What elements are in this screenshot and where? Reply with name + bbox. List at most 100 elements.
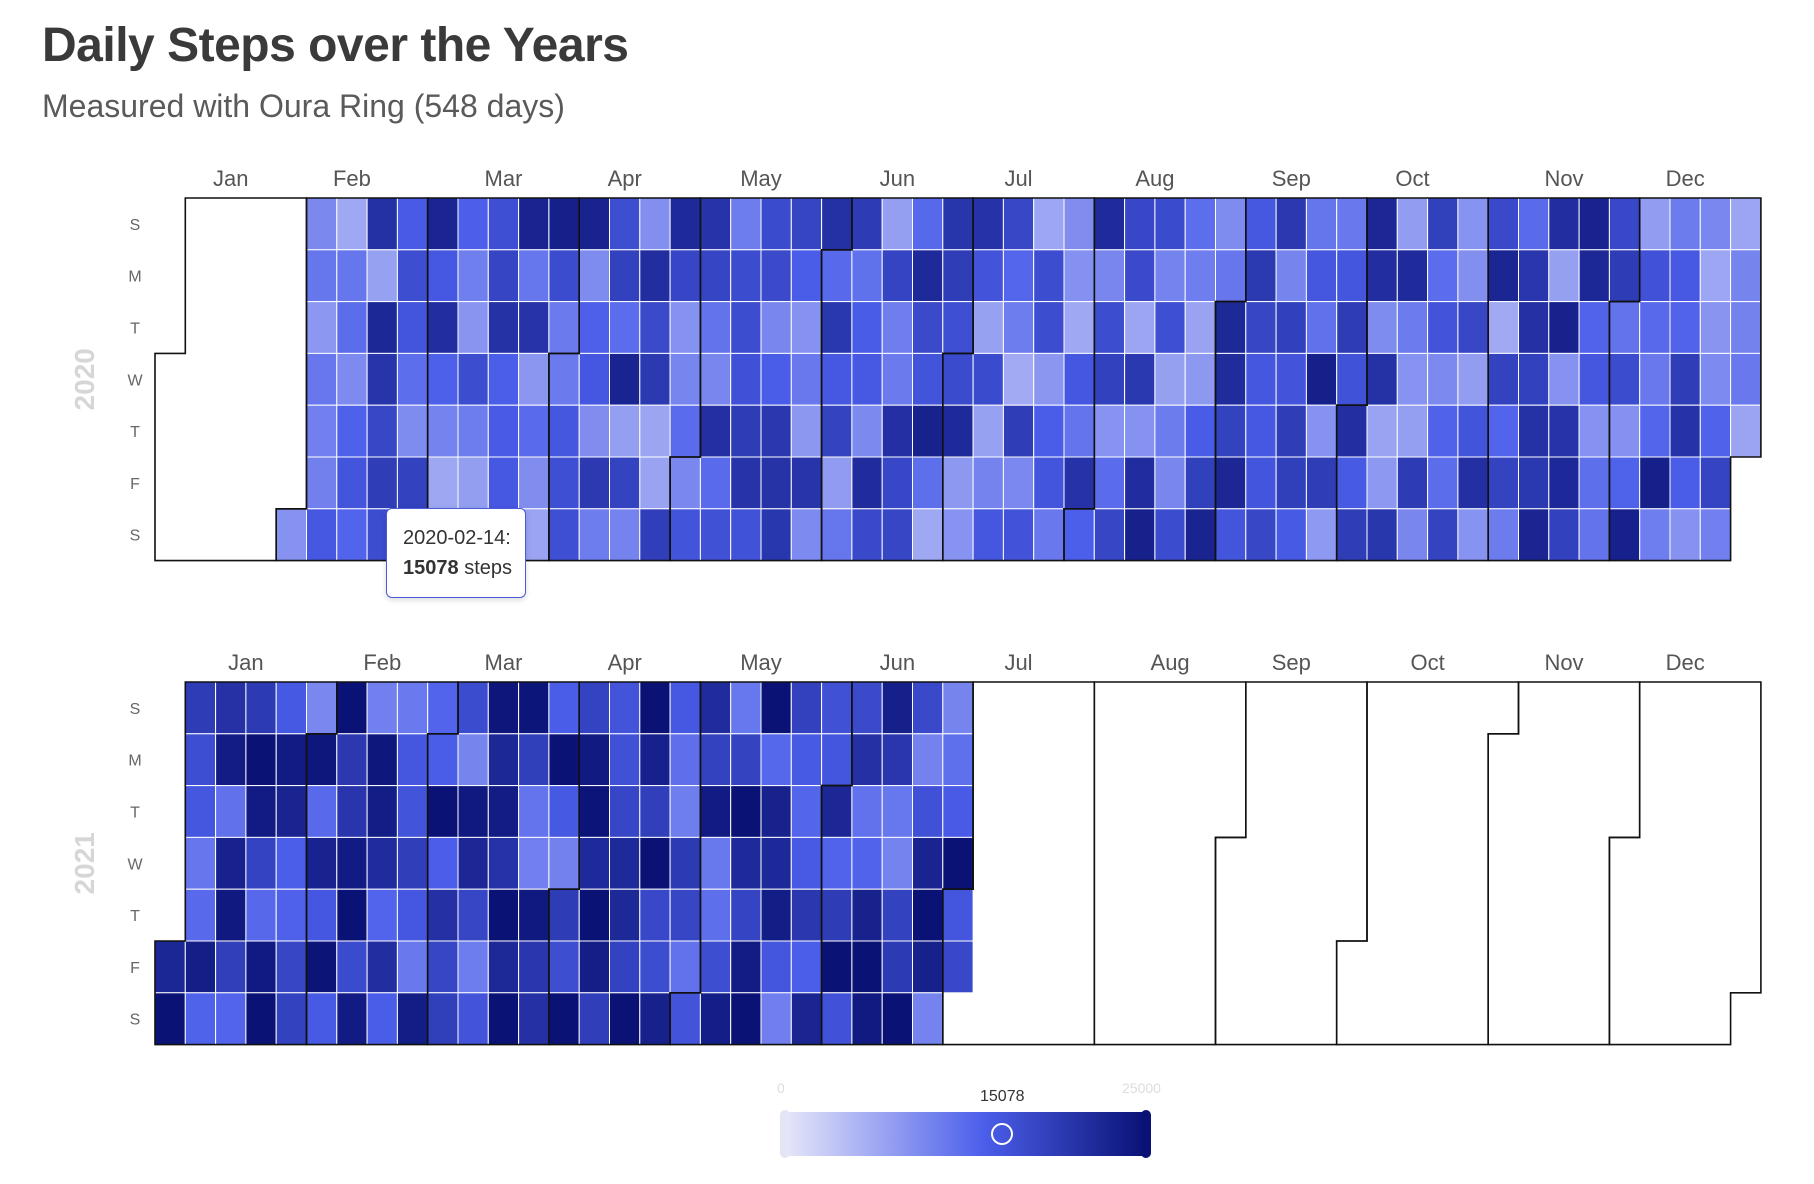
day-cell[interactable]: 2020-12-04: 13358 steps: [1608, 456, 1641, 510]
day-cell[interactable]: 2021-06-17: 17840 steps: [881, 888, 914, 942]
day-cell[interactable]: 2020-04-25: 18499 steps: [639, 508, 671, 562]
day-cell[interactable]: 2020-06-04: 17790 steps: [821, 404, 853, 458]
day-cell[interactable]: 2021-05-02: 21258 steps: [699, 681, 732, 735]
day-cell[interactable]: 2020-03-29: 22920 steps: [548, 197, 580, 251]
day-cell[interactable]: 2021-07-02: 16939 steps: [942, 940, 974, 994]
day-cell[interactable]: 2021-02-02: 12632 steps: [306, 785, 338, 838]
day-cell[interactable]: 2021-02-03: 22545 steps: [306, 836, 338, 890]
day-cell[interactable]: 2021-06-18: 19058 steps: [881, 940, 914, 994]
day-cell[interactable]: 2020-12-01: 11595 steps: [1608, 301, 1641, 354]
day-cell[interactable]: 2021-01-17: 19086 steps: [245, 681, 277, 735]
day-cell[interactable]: 2020-04-01: 10867 steps: [548, 352, 580, 406]
day-cell[interactable]: 2021-01-26: 22299 steps: [275, 785, 308, 838]
day-cell[interactable]: 2021-04-20: 18292 steps: [639, 785, 671, 838]
day-cell[interactable]: 2020-05-08: 12457 steps: [699, 456, 732, 510]
day-cell[interactable]: 2020-11-20: 21530 steps: [1548, 456, 1580, 510]
day-cell[interactable]: 2021-01-15: 18293 steps: [215, 940, 247, 994]
day-cell[interactable]: 2021-02-04: 14741 steps: [306, 888, 338, 942]
day-cell[interactable]: 2020-06-14: 7175 steps: [881, 197, 914, 251]
day-cell[interactable]: 2021-03-24: 10358 steps: [518, 836, 550, 890]
day-cell[interactable]: 2020-04-26: 21453 steps: [669, 197, 701, 251]
day-cell[interactable]: 2021-04-26: 11990 steps: [669, 733, 701, 787]
day-cell[interactable]: 2020-12-20: 9625 steps: [1699, 197, 1732, 251]
day-cell[interactable]: 2020-05-06: 9694 steps: [699, 352, 732, 406]
day-cell[interactable]: 2021-06-09: 13240 steps: [851, 836, 883, 890]
day-cell[interactable]: 2021-05-03: 17928 steps: [699, 733, 732, 787]
day-cell[interactable]: 2021-01-14: 23998 steps: [215, 888, 247, 942]
day-cell[interactable]: 2020-06-24: 15257 steps: [912, 352, 944, 406]
day-cell[interactable]: 2020-12-17: 20084 steps: [1669, 404, 1701, 458]
day-cell[interactable]: 2021-02-22: 14762 steps: [396, 733, 429, 787]
day-cell[interactable]: 2020-04-20: 20907 steps: [639, 249, 671, 303]
day-cell[interactable]: 2020-08-06: 8400 steps: [1093, 404, 1126, 458]
day-cell[interactable]: 2021-01-22: 23757 steps: [245, 940, 277, 994]
day-cell[interactable]: 2021-02-28: 13170 steps: [427, 681, 459, 735]
day-cell[interactable]: 2020-04-04: 15937 steps: [548, 508, 580, 562]
day-cell[interactable]: 2021-01-20: 17676 steps: [245, 836, 277, 890]
day-cell[interactable]: 2020-10-23: 12206 steps: [1427, 456, 1459, 510]
day-cell[interactable]: 2020-10-06: 9115 steps: [1366, 301, 1398, 354]
legend-max-handle[interactable]: [1141, 1110, 1151, 1158]
day-cell[interactable]: 2020-08-12: 19256 steps: [1124, 352, 1156, 406]
day-cell[interactable]: 2021-03-06: 18381 steps: [427, 992, 459, 1046]
day-cell[interactable]: 2020-12-16: 18622 steps: [1669, 352, 1701, 406]
day-cell[interactable]: 2020-02-23: 14127 steps: [396, 197, 429, 251]
day-cell[interactable]: 2020-12-21: 6467 steps: [1699, 249, 1732, 303]
day-cell[interactable]: 2020-11-19: 20005 steps: [1548, 404, 1580, 458]
day-cell[interactable]: 2020-09-26: 7757 steps: [1305, 508, 1338, 562]
day-cell[interactable]: 2020-04-21: 16725 steps: [639, 301, 671, 354]
day-cell[interactable]: 2021-02-23: 15250 steps: [396, 785, 429, 838]
day-cell[interactable]: 2021-05-12: 21463 steps: [730, 836, 762, 890]
day-cell[interactable]: 2020-11-04: 17943 steps: [1487, 352, 1519, 406]
day-cell[interactable]: 2021-05-11: 25000 steps: [730, 785, 762, 838]
day-cell[interactable]: 2020-06-07: 18890 steps: [851, 197, 883, 251]
day-cell[interactable]: 2021-01-12: 11787 steps: [215, 785, 247, 838]
day-cell[interactable]: 2020-12-18: 13865 steps: [1669, 456, 1701, 510]
day-cell[interactable]: 2020-06-17: 10893 steps: [881, 352, 914, 406]
day-cell[interactable]: 2021-01-24: 14559 steps: [275, 681, 308, 735]
day-cell[interactable]: 2020-07-23: 13965 steps: [1033, 404, 1065, 458]
day-cell[interactable]: 2020-10-29: 15243 steps: [1457, 404, 1489, 458]
day-cell[interactable]: 2021-05-21: 14923 steps: [760, 940, 792, 994]
day-cell[interactable]: 2020-11-30: 18855 steps: [1608, 249, 1641, 303]
day-cell[interactable]: 2020-12-19: 8537 steps: [1669, 508, 1701, 562]
day-cell[interactable]: 2020-10-25: 8409 steps: [1457, 197, 1489, 251]
day-cell[interactable]: 2020-10-27: 17197 steps: [1457, 301, 1489, 354]
day-cell[interactable]: 2020-11-10: 20504 steps: [1518, 301, 1550, 354]
day-cell[interactable]: 2020-11-06: 17802 steps: [1487, 456, 1519, 510]
day-cell[interactable]: 2021-01-06: 11280 steps: [184, 836, 217, 890]
day-cell[interactable]: 2021-04-21: 25000 steps: [639, 836, 671, 890]
day-cell[interactable]: 2020-05-20: 13869 steps: [760, 352, 792, 406]
day-cell[interactable]: 2021-03-25: 23968 steps: [518, 888, 550, 942]
day-cell[interactable]: 2020-06-06: 11373 steps: [821, 508, 853, 562]
day-cell[interactable]: 2021-04-12: 15699 steps: [609, 733, 641, 787]
day-cell[interactable]: 2021-05-09: 11232 steps: [730, 681, 762, 735]
day-cell[interactable]: 2021-05-20: 23366 steps: [760, 888, 792, 942]
day-cell[interactable]: 2020-09-21: 14811 steps: [1305, 249, 1338, 303]
day-cell[interactable]: 2020-10-31: 8367 steps: [1457, 508, 1489, 562]
day-cell[interactable]: 2020-12-12: 10537 steps: [1639, 508, 1671, 562]
day-cell[interactable]: 2020-07-11: 14816 steps: [972, 508, 1004, 562]
day-cell[interactable]: 2020-08-11: 6603 steps: [1124, 301, 1156, 354]
day-cell[interactable]: 2020-11-09: 19662 steps: [1518, 249, 1550, 303]
day-cell[interactable]: 2021-06-24: 25000 steps: [912, 888, 944, 942]
day-cell[interactable]: 2020-03-03: 20875 steps: [427, 301, 459, 354]
day-cell[interactable]: 2021-01-08: 23286 steps: [184, 940, 217, 994]
day-cell[interactable]: 2020-04-27: 17230 steps: [669, 249, 701, 303]
day-cell[interactable]: 2020-09-04: 21883 steps: [1215, 456, 1247, 510]
day-cell[interactable]: 2020-03-01: 22160 steps: [427, 197, 459, 251]
day-cell[interactable]: 2020-03-09: 10457 steps: [457, 249, 489, 303]
day-cell[interactable]: 2021-06-25: 22792 steps: [912, 940, 944, 994]
day-cell[interactable]: 2020-02-14: 15078 steps: [336, 456, 368, 510]
day-cell[interactable]: 2021-06-30: 25000 steps: [942, 836, 974, 890]
day-cell[interactable]: 2020-07-09: 7008 steps: [972, 404, 1004, 458]
day-cell[interactable]: 2020-10-24: 17776 steps: [1427, 508, 1459, 562]
day-cell[interactable]: 2020-06-13: 16790 steps: [851, 508, 883, 562]
day-cell[interactable]: 2020-06-10: 14467 steps: [851, 352, 883, 406]
day-cell[interactable]: 2020-02-26: 12103 steps: [396, 352, 429, 406]
day-cell[interactable]: 2020-07-21: 16222 steps: [1033, 301, 1065, 354]
day-cell[interactable]: 2020-04-15: 22267 steps: [609, 352, 641, 406]
day-cell[interactable]: 2020-12-28: 9950 steps: [1730, 249, 1762, 303]
day-cell[interactable]: 2020-10-28: 7417 steps: [1457, 352, 1489, 406]
day-cell[interactable]: 2021-01-19: 23616 steps: [245, 785, 277, 838]
